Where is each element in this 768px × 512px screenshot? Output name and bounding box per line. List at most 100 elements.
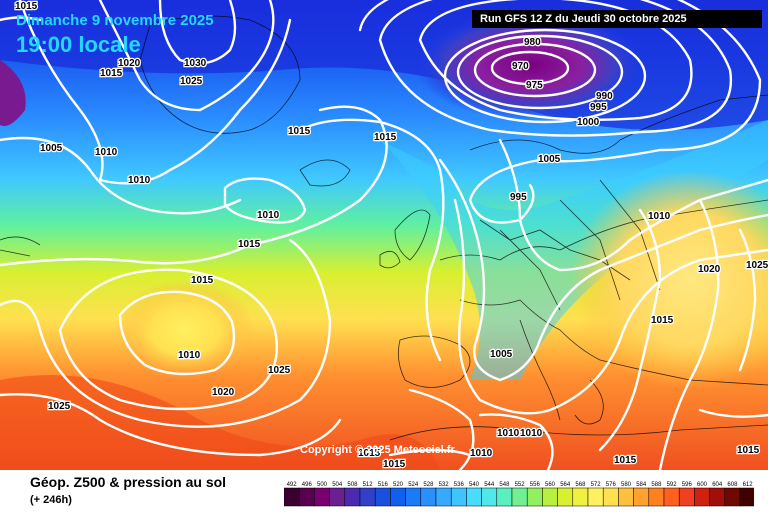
- scale-tick-label: 516: [378, 482, 389, 488]
- scale-swatch: [344, 487, 361, 507]
- scale-swatch: [359, 487, 376, 507]
- scale-swatch: [314, 487, 330, 507]
- isobar-label: 1015: [374, 132, 397, 143]
- scale-swatch: [694, 487, 710, 507]
- isobar-label: 995: [510, 192, 527, 203]
- forecast-time: 19:00 locale: [16, 32, 141, 57]
- isobar-label: 1015: [651, 315, 674, 326]
- isobar-label: 1020: [212, 387, 235, 398]
- scale-swatch: [420, 487, 437, 507]
- scale-swatch: [481, 487, 498, 507]
- color-scale: 492 496 500 504 508 512 516 520 524 528 532 536 540 5…: [284, 482, 754, 507]
- scale-swatch: [663, 487, 680, 507]
- isobar-label: 1010: [128, 175, 151, 186]
- scale-swatch: [724, 487, 741, 507]
- scale-swatch: [390, 487, 406, 507]
- isobar-label: 1025: [268, 365, 291, 376]
- scale-swatch: [648, 487, 665, 507]
- isobar-label: 1015: [100, 68, 123, 79]
- pressure-labels: 1015 1020 1015 1030 1025 1005 1010 1010 …: [14, 0, 768, 470]
- scale-swatch: [678, 487, 695, 507]
- isobar-label: 1010: [470, 448, 493, 459]
- isobar-label: 1010: [648, 211, 671, 222]
- isobar-lines: [0, 0, 768, 470]
- scale-swatch: [557, 487, 574, 507]
- isobar-label: 1020: [698, 264, 721, 275]
- scale-tick-label: 544: [484, 482, 495, 488]
- scale-tick-label: 500: [317, 482, 328, 488]
- isobar-label: 980: [524, 37, 541, 48]
- scale-tick-label: 524: [408, 482, 419, 488]
- scale-swatch: [739, 487, 754, 507]
- scale-tick-label: 588: [651, 482, 662, 488]
- scale-tick-label: 584: [636, 482, 647, 488]
- scale-swatch: [329, 487, 346, 507]
- isobar-label: 1025: [48, 401, 71, 412]
- isobar-label: 1005: [490, 349, 513, 360]
- scale-tick-label: 608: [727, 482, 738, 488]
- isobar-label: 990: [596, 91, 613, 102]
- scale-swatch: [284, 487, 300, 507]
- scale-tick-label: 532: [439, 482, 450, 488]
- scale-tick-label: 548: [499, 482, 510, 488]
- scale-swatch: [633, 487, 650, 507]
- scale-swatch: [450, 487, 467, 507]
- scale-tick-label: 540: [469, 482, 480, 488]
- isobar-label: 995: [590, 102, 607, 113]
- isobar-label: 1015: [383, 459, 406, 470]
- isobar-label: 1025: [746, 260, 768, 271]
- scale-tick-label: 564: [560, 482, 571, 488]
- isobar-label: 1015: [238, 239, 261, 250]
- scale-swatch: [298, 487, 315, 507]
- scale-tick-label: 596: [682, 482, 693, 488]
- copyright-notice: Copyright © 2025 Meteociel.fr: [300, 444, 455, 456]
- scale-tick-label: 492: [287, 482, 298, 488]
- scale-swatch: [542, 487, 558, 507]
- scale-tick-label: 592: [667, 482, 678, 488]
- scale-tick-label: 560: [545, 482, 556, 488]
- scale-swatch: [602, 487, 619, 507]
- low-pressure-label: 970: [512, 61, 529, 72]
- isobar-label: 1025: [180, 76, 203, 87]
- isobar-label: 1020: [118, 58, 141, 69]
- legend-panel: Géop. Z500 & pression au sol (+ 246h) 49…: [0, 470, 768, 512]
- scale-swatch: [618, 487, 634, 507]
- isobar-label: 1015: [288, 126, 311, 137]
- field-title: Géop. Z500 & pression au sol: [30, 474, 227, 490]
- scale-swatch: [496, 487, 513, 507]
- isobar-label: 1010: [95, 147, 118, 158]
- isobar-label: 1015: [358, 448, 381, 459]
- scale-swatch: [526, 487, 543, 507]
- scale-tick-label: 580: [621, 482, 632, 488]
- isobar-label: 975: [526, 80, 543, 91]
- scale-tick-label: 568: [575, 482, 586, 488]
- isobar-label: 1010: [520, 428, 543, 439]
- isobar-label: 1015: [737, 445, 760, 456]
- scale-tick-label: 572: [591, 482, 602, 488]
- scale-tick-label: 508: [347, 482, 358, 488]
- lead-time: (+ 246h): [30, 494, 72, 506]
- west-purple-blob: [0, 60, 26, 126]
- scale-swatch: [587, 487, 604, 507]
- isobar-label: 1005: [538, 154, 561, 165]
- model-run-info: Run GFS 12 Z du Jeudi 30 octobre 2025: [472, 10, 762, 28]
- isobar-label: 1010: [497, 428, 520, 439]
- scale-tick-label: 520: [393, 482, 404, 488]
- isobar-label: 1010: [178, 350, 201, 361]
- geopotential-field-map: 1015 1020 1015 1030 1025 1005 1010 1010 …: [0, 0, 768, 470]
- scale-tick-label: 604: [712, 482, 723, 488]
- scale-swatch: [709, 487, 726, 507]
- scale-swatch: [572, 487, 589, 507]
- forecast-date: Dimanche 9 novembre 2025: [16, 12, 214, 29]
- isobar-label: 1030: [184, 58, 207, 69]
- scale-tick-label: 536: [454, 482, 465, 488]
- scale-tick-label: 504: [332, 482, 343, 488]
- scale-swatch: [435, 487, 452, 507]
- isobar-label: 1005: [40, 143, 63, 154]
- isobar-label: 1015: [614, 455, 637, 466]
- scale-tick-label: 512: [363, 482, 374, 488]
- isobar-label: 1015: [191, 275, 214, 286]
- scale-tick-label: 600: [697, 482, 708, 488]
- coastlines: [0, 15, 768, 441]
- isobar-label: 1010: [257, 210, 280, 221]
